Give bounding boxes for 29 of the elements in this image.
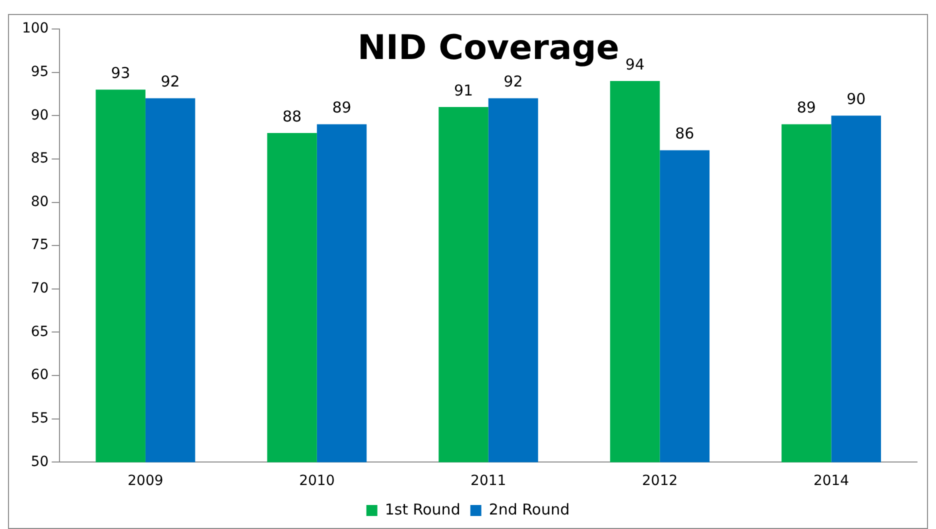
y-tick-label: 95	[30, 64, 49, 80]
y-tick-label: 65	[30, 324, 49, 340]
legend-label: 1st Round	[384, 500, 460, 518]
data-label: 90	[846, 90, 866, 108]
data-label: 92	[504, 72, 523, 91]
x-tick-label: 2009	[128, 473, 164, 490]
legend-label: 2nd Round	[488, 500, 570, 518]
y-tick-label: 85	[30, 150, 49, 167]
y-tick-label: 60	[30, 367, 49, 384]
y-tick-label: 55	[30, 410, 49, 427]
data-label: 94	[625, 55, 644, 74]
data-label: 93	[111, 64, 130, 82]
x-tick-label: 2011	[470, 473, 506, 490]
x-tick-label: 2014	[813, 473, 850, 490]
x-tick-label: 2010	[299, 473, 335, 490]
data-label: 92	[160, 72, 180, 91]
chart-title: NID Coverage	[357, 28, 620, 68]
y-tick-label: 70	[30, 280, 49, 297]
y-tick-label: 75	[30, 237, 49, 254]
data-label: 86	[675, 124, 694, 143]
x-tick-label: 2012	[642, 473, 678, 490]
data-label: 88	[282, 107, 302, 126]
y-tick-label: 80	[30, 194, 49, 210]
y-tick-label: 90	[30, 107, 49, 124]
y-tick-label: 50	[30, 454, 49, 470]
data-label: 89	[332, 98, 352, 117]
data-label: 89	[796, 98, 816, 117]
data-label: 91	[454, 81, 474, 100]
y-tick-label: 100	[22, 20, 49, 37]
